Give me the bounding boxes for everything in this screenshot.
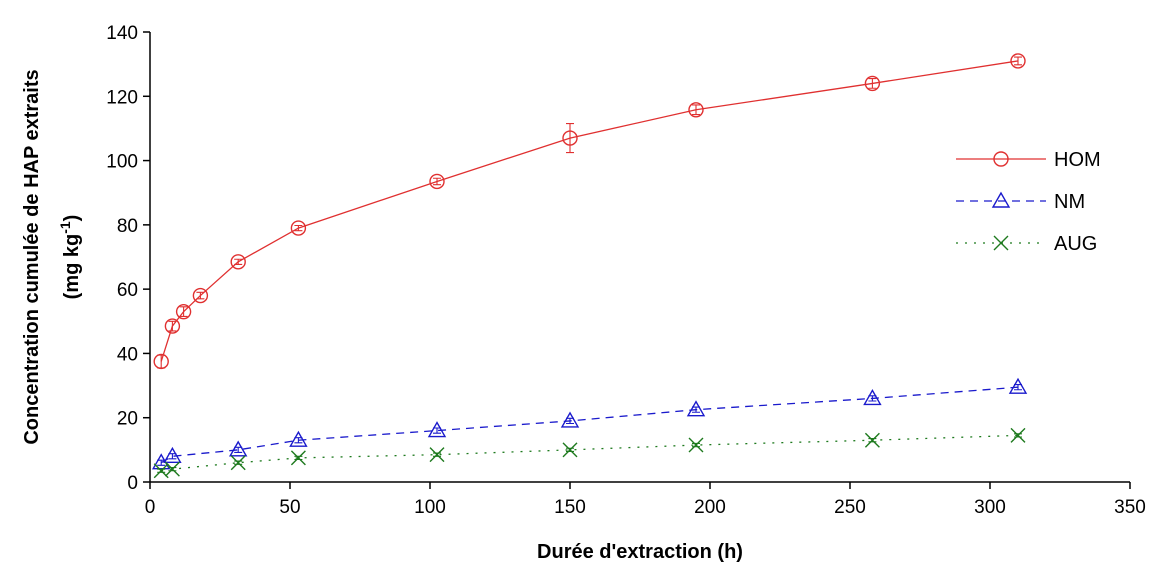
error-bar xyxy=(168,320,177,332)
x-axis-title: Durée d'extraction (h) xyxy=(537,541,743,563)
y-axis-unit-sup: -1 xyxy=(57,221,73,234)
y-axis-title: Concentration cumulée de HAP extraits (m… xyxy=(21,69,83,444)
series-aug xyxy=(153,427,1026,479)
error-bar xyxy=(868,78,877,89)
x-tick-label: 250 xyxy=(834,497,866,518)
series-nm xyxy=(151,377,1028,470)
data-point-hom xyxy=(230,254,246,270)
data-point-aug xyxy=(688,437,704,453)
axes xyxy=(149,32,1130,483)
error-bar xyxy=(692,104,700,116)
data-point-aug xyxy=(290,450,306,466)
legend-entry-aug: AUG xyxy=(956,233,1097,255)
series-line-hom xyxy=(160,60,1019,362)
legend-label: HOM xyxy=(1054,149,1101,171)
error-bar xyxy=(294,224,303,232)
y-axis-title-line1: Concentration cumulée de HAP extraits xyxy=(21,69,43,444)
error-bar xyxy=(566,123,574,154)
data-point-nm xyxy=(427,421,447,438)
y-tick-label: 20 xyxy=(117,409,138,430)
series-line-nm xyxy=(160,386,1019,464)
data-point-hom xyxy=(153,353,169,370)
data-point-aug xyxy=(864,432,880,448)
error-bar xyxy=(196,291,205,300)
data-point-hom xyxy=(688,102,704,118)
series-line-aug xyxy=(161,434,1019,472)
y-tick-label: 100 xyxy=(106,152,138,173)
error-bar xyxy=(179,306,188,318)
data-point-nm xyxy=(228,440,248,457)
y-tick-label: 60 xyxy=(117,280,138,301)
x-tick-label: 200 xyxy=(694,497,726,518)
data-point-aug xyxy=(429,447,445,463)
data-point-aug xyxy=(562,442,578,458)
legend-label: NM xyxy=(1054,191,1085,213)
data-point-hom xyxy=(175,303,192,320)
y-axis-unit-prefix: (mg kg xyxy=(61,234,83,300)
legend-marker xyxy=(991,191,1011,208)
y-tick-label: 0 xyxy=(127,473,138,494)
data-point-hom xyxy=(429,173,445,190)
y-tick-label: 40 xyxy=(117,344,138,365)
legend: HOM NM AUG xyxy=(956,149,1101,255)
legend-entry-hom: HOM xyxy=(956,149,1101,171)
legend-marker xyxy=(993,151,1009,167)
data-point-nm xyxy=(289,430,308,447)
y-tick-label: 140 xyxy=(106,23,138,44)
data-point-nm xyxy=(1008,377,1028,394)
legend-marker xyxy=(993,235,1009,251)
error-bar xyxy=(433,177,441,186)
y-tick-label: 120 xyxy=(106,87,138,108)
data-point-hom xyxy=(164,318,181,334)
error-bar xyxy=(157,354,166,369)
y-ticks: 0 20 40 60 80 100 120 140 xyxy=(106,23,150,494)
series-layer xyxy=(151,53,1028,479)
data-point-nm xyxy=(560,411,580,428)
data-point-hom xyxy=(290,220,307,236)
data-point-hom xyxy=(864,75,881,92)
x-tick-label: 150 xyxy=(554,497,586,518)
legend-label: AUG xyxy=(1054,233,1097,255)
data-point-hom xyxy=(1010,53,1026,69)
series-hom xyxy=(153,53,1026,370)
x-tick-label: 0 xyxy=(145,497,156,518)
x-tick-label: 50 xyxy=(279,497,300,518)
data-point-aug xyxy=(230,455,246,471)
y-axis-unit-suffix: ) xyxy=(61,215,83,222)
x-tick-label: 100 xyxy=(414,497,446,518)
data-point-nm xyxy=(163,446,182,463)
x-tick-label: 350 xyxy=(1114,497,1146,518)
data-point-hom xyxy=(192,287,209,304)
error-bar xyxy=(1014,56,1022,66)
data-point-aug xyxy=(1010,427,1026,443)
x-ticks: 0 50 100 150 200 250 300 350 xyxy=(145,482,1146,518)
data-point-nm xyxy=(863,389,882,406)
data-point-nm xyxy=(686,400,706,417)
y-tick-label: 80 xyxy=(117,216,138,237)
error-bar xyxy=(234,258,243,265)
x-tick-label: 300 xyxy=(974,497,1006,518)
legend-entry-nm: NM xyxy=(956,191,1085,213)
data-point-aug xyxy=(164,461,180,477)
y-axis-title-line2: (mg kg-1) xyxy=(57,215,83,300)
data-point-hom xyxy=(562,130,578,146)
